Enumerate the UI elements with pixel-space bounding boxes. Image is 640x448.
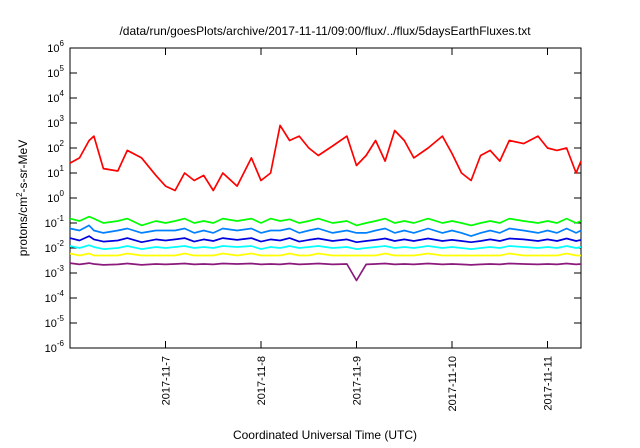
x-tick-label: 2017-11-8 <box>256 356 268 405</box>
y-axis-label: protons/cm2-s-sr-MeV <box>15 140 30 256</box>
series-line <box>69 224 582 237</box>
y-axis-label-rest: -s-sr-MeV <box>16 140 30 193</box>
chart-title: /data/run/goesPlots/archive/2017-11-11/0… <box>119 24 531 38</box>
y-tick-label: 106 <box>47 39 64 55</box>
series-line <box>69 262 582 282</box>
y-axis-label-main: protons/cm <box>16 197 30 256</box>
x-tick-label: 2017-11-9 <box>352 356 364 405</box>
y-tick-label: 10-1 <box>45 214 65 230</box>
y-tick-label: 105 <box>47 64 64 80</box>
series-line <box>69 124 582 192</box>
y-tick-label: 10-4 <box>45 289 65 305</box>
series-layer <box>69 124 582 282</box>
y-tick-label: 10-6 <box>45 339 65 355</box>
y-tick-label: 101 <box>47 164 64 180</box>
y-axis: 10-6 10-5 10-4 10-3 10-2 10-1 100 101 102 103 104 1… <box>45 39 581 355</box>
series-line <box>69 215 582 227</box>
x-tick-label: 2017-11-11 <box>543 356 555 411</box>
y-tick-label: 103 <box>47 114 64 130</box>
x-axis: 2017-11-7 2017-11-8 2017-11-9 2017-11-10 201… <box>161 48 555 411</box>
x-tick-label: 2017-11-7 <box>161 356 173 405</box>
y-tick-label: 10-2 <box>45 239 65 255</box>
y-tick-label: 102 <box>47 139 64 155</box>
series-line <box>69 244 582 250</box>
y-axis-label-sup: 2 <box>15 192 24 197</box>
x-axis-label: Coordinated Universal Time (UTC) <box>233 428 417 442</box>
y-tick-label: 100 <box>47 189 64 205</box>
y-tick-label: 10-3 <box>45 264 65 280</box>
plot-frame <box>69 47 582 349</box>
series-line <box>69 252 581 257</box>
x-tick-label: 2017-11-10 <box>447 356 459 411</box>
series-line <box>69 235 582 244</box>
y-tick-label: 104 <box>47 89 64 105</box>
y-tick-label: 10-5 <box>45 314 65 330</box>
